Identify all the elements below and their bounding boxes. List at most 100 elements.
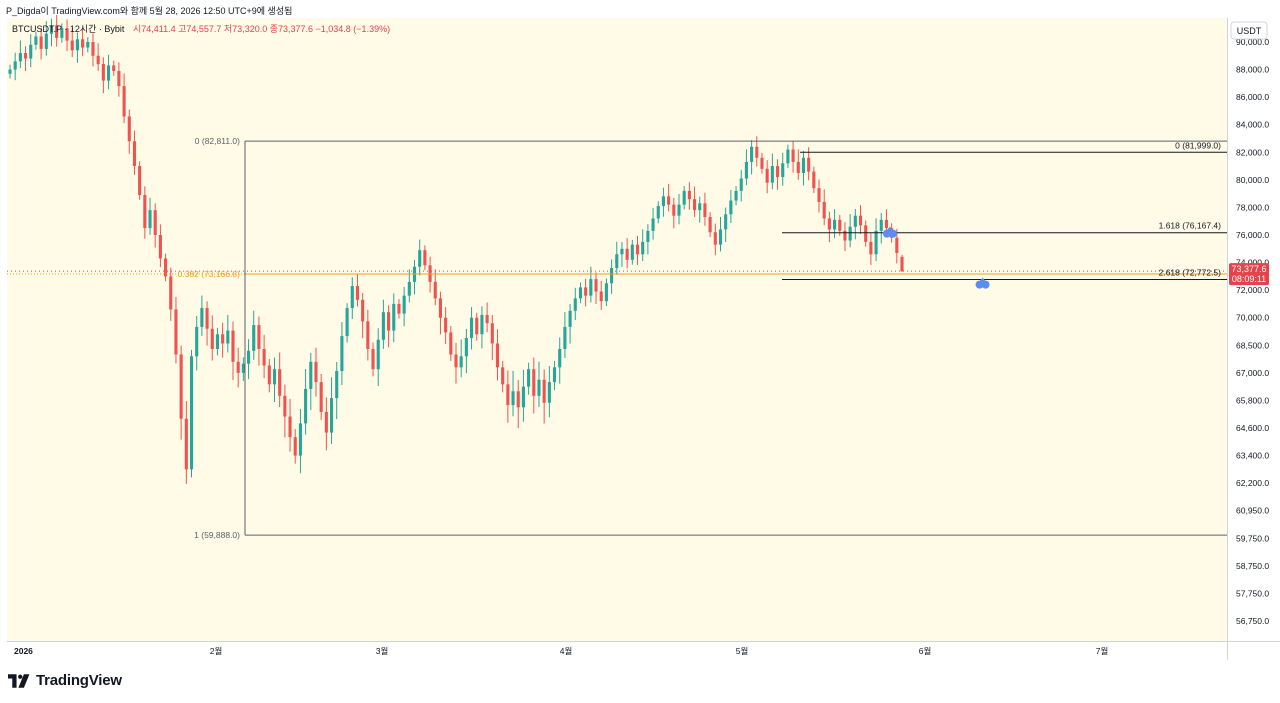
candle-body: [8, 69, 12, 74]
time-axis[interactable]: 2026 2월 3월 4월 5월 6월 7월: [14, 646, 1108, 656]
candle-body: [775, 166, 780, 178]
candle-body: [459, 356, 463, 368]
tradingview-logo-icon: [8, 673, 30, 688]
price-axis[interactable]: 90,000.0 88,000.0 86,000.0 84,000.0 82,000.0…: [1236, 37, 1269, 626]
fibonacci-extension[interactable]: 0 (81,999.0) 1.618 (76,167.4) 2.618 (72,77…: [782, 140, 1227, 280]
candle-body: [687, 190, 691, 200]
candle-body: [537, 379, 541, 396]
marker-tip: [882, 226, 897, 235]
last-price-tag: 73,377.6 08:09:11: [1229, 263, 1269, 286]
fib-ext-level-label: 2.618 (72,772.5): [1159, 267, 1222, 277]
candle-body: [407, 281, 411, 296]
candle-body: [60, 28, 64, 38]
candle-body: [791, 149, 795, 162]
candle-body: [480, 314, 484, 335]
candle-body: [765, 168, 769, 183]
candle-body: [698, 203, 702, 211]
fib-level-label: 1 (59,888.0): [194, 530, 240, 540]
price-tick-label: 90,000.0: [1236, 37, 1269, 47]
candle-body: [454, 354, 458, 368]
candle-body: [189, 356, 194, 470]
time-tick-label: 2026: [14, 646, 33, 656]
price-scale-background: [1228, 18, 1280, 641]
price-tick-label: 72,000.0: [1236, 285, 1269, 295]
candle-body: [371, 348, 375, 370]
candle-body: [869, 241, 873, 255]
candle-body: [568, 310, 572, 327]
candle-body: [682, 190, 686, 205]
candle-body: [848, 226, 852, 241]
candle-body: [812, 171, 816, 189]
price-tick-label: 64,600.0: [1236, 423, 1269, 433]
time-tick-label: 4월: [560, 646, 573, 656]
symbol-legend[interactable]: BTCUSDT.P · 12시간 · Bybit 시74,411.4 고74,5…: [12, 24, 390, 34]
candle-body: [184, 418, 188, 470]
candle-body: [563, 326, 567, 349]
candle-body: [153, 210, 157, 235]
candle-body: [293, 437, 297, 456]
price-tick-label: 82,000.0: [1236, 147, 1269, 157]
candle-body: [547, 382, 551, 403]
candle-body: [397, 303, 401, 314]
time-tick-label: 3월: [376, 646, 389, 656]
candle-body: [501, 367, 505, 385]
candle-body: [542, 379, 546, 403]
candle-body: [578, 287, 583, 299]
candle-body: [288, 416, 292, 438]
fib-ext-level-label: 0 (81,999.0): [1175, 140, 1221, 150]
candle-body: [86, 42, 90, 48]
candle-body: [521, 386, 525, 408]
candle-body: [231, 330, 235, 362]
candle-body: [755, 146, 759, 158]
candle-body: [506, 384, 510, 406]
candle-body: [24, 53, 28, 59]
candle-body: [319, 382, 323, 412]
candle-body: [879, 219, 883, 231]
candle-body: [96, 55, 100, 65]
candle-body: [874, 230, 878, 255]
candle-body: [625, 248, 629, 260]
candle-body: [340, 336, 344, 372]
candle-body: [221, 334, 225, 344]
candle-body: [589, 279, 593, 296]
fibonacci-retracement[interactable]: 0 (82,811.0) 0.382 (73,166.8) 1 (59,888.0): [7, 136, 1227, 540]
candle-body: [703, 203, 707, 218]
candle-body: [739, 178, 743, 191]
price-tick-label: 68,500.0: [1236, 340, 1269, 350]
candle-body: [646, 230, 650, 242]
price-tick-label: 74,000.0: [1236, 258, 1269, 268]
candle-body: [827, 218, 831, 230]
candle-body: [226, 330, 230, 344]
currency-label[interactable]: USDT: [1230, 21, 1268, 40]
price-tick-label: 63,400.0: [1236, 451, 1269, 461]
candle-body: [158, 235, 162, 259]
last-price-value: 73,377.6: [1231, 264, 1266, 274]
candle-body: [44, 33, 48, 49]
candle-body: [252, 325, 256, 351]
candle-body: [449, 332, 453, 355]
candle-body: [329, 398, 334, 433]
candle-body: [822, 201, 826, 219]
candle-body: [262, 348, 266, 366]
candle-body: [101, 64, 105, 81]
price-tick-label: 58,750.0: [1236, 561, 1269, 571]
candle-body: [278, 369, 282, 396]
candle-body: [117, 70, 121, 87]
candle-body: [532, 369, 536, 396]
candle-body: [667, 196, 671, 205]
chart-plot-background: [7, 18, 1227, 641]
candle-body: [272, 369, 277, 385]
candle-body: [781, 163, 785, 178]
marker-icon: [975, 277, 990, 289]
candle-body: [267, 365, 271, 385]
candle-body: [361, 299, 365, 322]
candle-body: [724, 214, 728, 230]
candle-body: [138, 166, 142, 196]
fib-level-label: 0.382 (73,166.8): [178, 269, 241, 279]
candle-body: [257, 325, 261, 349]
tradingview-logo[interactable]: TradingView: [8, 672, 122, 689]
chart-markers: [882, 226, 990, 289]
price-tick-label: 59,750.0: [1236, 533, 1269, 543]
price-tick-label: 80,000.0: [1236, 175, 1269, 185]
